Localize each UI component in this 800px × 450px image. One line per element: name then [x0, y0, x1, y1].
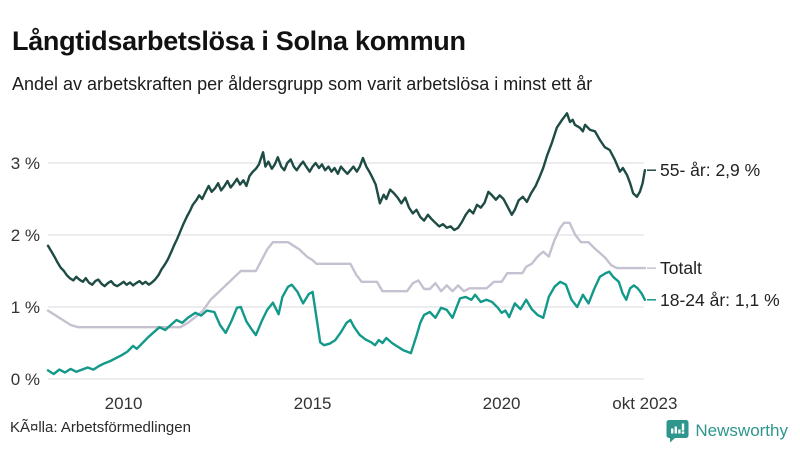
x-tick-label: okt 2023: [612, 394, 677, 413]
page-subtitle: Andel av arbetskraften per åldersgrupp s…: [12, 74, 593, 94]
x-tick-label: 2010: [105, 394, 143, 413]
annotation-label: 18-24 år: 1,1 %: [660, 290, 780, 310]
page-title: Långtidsarbetslösa i Solna kommun: [12, 26, 466, 57]
annotation-label: Totalt: [660, 258, 702, 278]
newsworthy-logo: Newsworthy: [666, 419, 788, 443]
newsworthy-wordmark: Newsworthy: [695, 421, 788, 440]
y-tick-label: 3 %: [11, 154, 40, 173]
annotation-label: 55- år: 2,9 %: [660, 160, 760, 180]
series-line-totalt: [46, 221, 647, 329]
series-line-55-r: [46, 112, 647, 288]
newsworthy-chart-bubble-icon: [666, 420, 689, 443]
x-tick-label: 2015: [294, 394, 332, 413]
y-tick-label: 0 %: [11, 370, 40, 389]
series-line-18-24-r: [46, 270, 647, 376]
y-tick-label: 1 %: [11, 298, 40, 317]
y-tick-label: 2 %: [11, 226, 40, 245]
source-credit: KÃ¤lla: Arbetsförmedlingen: [10, 419, 191, 436]
x-tick-label: 2020: [483, 394, 521, 413]
